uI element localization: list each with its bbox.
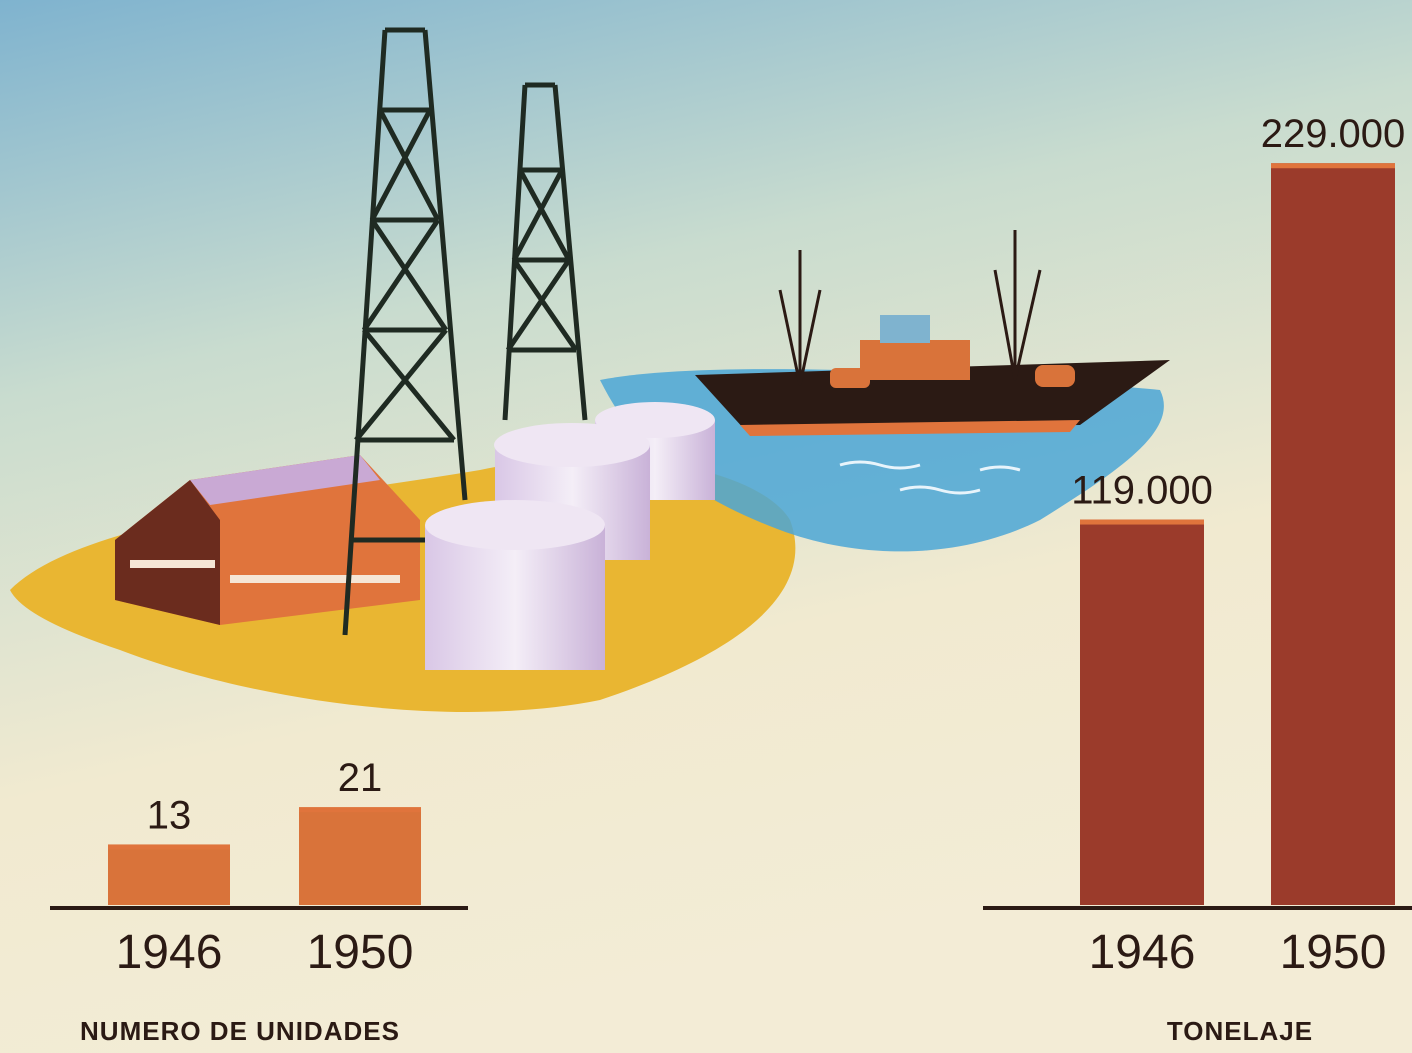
illustration bbox=[10, 27, 1170, 712]
bar bbox=[1271, 163, 1395, 905]
warehouse bbox=[115, 455, 420, 625]
value-label: 229.000 bbox=[1261, 112, 1406, 156]
ship bbox=[695, 230, 1170, 436]
value-label: 119.000 bbox=[1071, 469, 1213, 513]
waves bbox=[839, 460, 1021, 495]
bar-top-edge bbox=[299, 807, 421, 813]
derricks bbox=[342, 27, 588, 636]
value-label: 13 bbox=[147, 793, 192, 837]
tanks bbox=[425, 402, 715, 670]
value-label: 21 bbox=[338, 756, 383, 800]
bar-top-edge bbox=[1271, 163, 1395, 169]
bar bbox=[108, 844, 230, 905]
bar bbox=[1080, 519, 1204, 905]
chart-title: NUMERO DE UNIDADES bbox=[80, 1016, 400, 1046]
chart-title: TONELAJE bbox=[1167, 1016, 1313, 1046]
bar-top-edge bbox=[1080, 519, 1204, 525]
bar-top-edge bbox=[108, 844, 230, 850]
x-tick-label: 1950 bbox=[307, 926, 414, 979]
x-tick-label: 1946 bbox=[1089, 926, 1196, 979]
x-tick-label: 1946 bbox=[116, 926, 223, 979]
bar bbox=[299, 807, 421, 905]
x-tick-label: 1950 bbox=[1280, 926, 1387, 979]
